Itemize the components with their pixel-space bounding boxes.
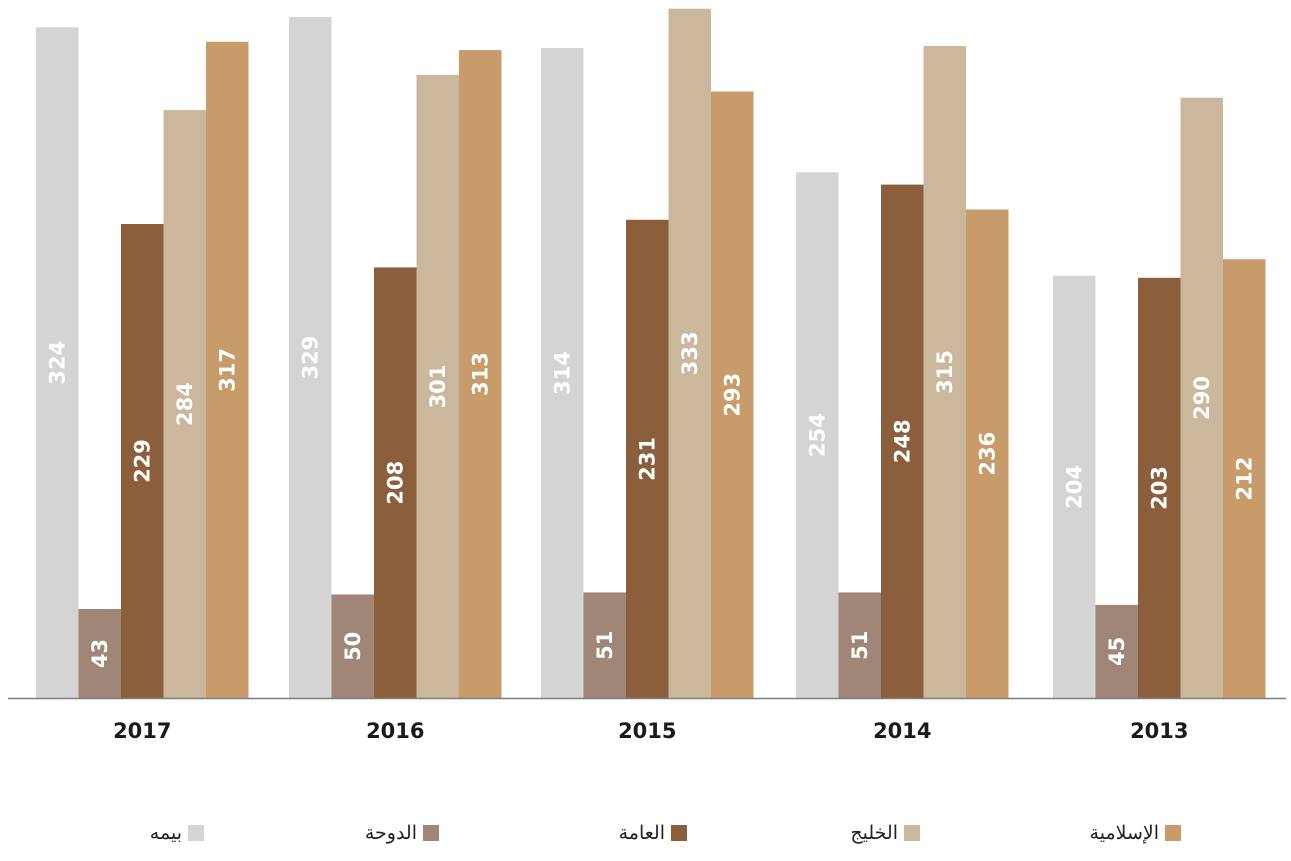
bar-value-label: 212 xyxy=(1232,457,1256,501)
bar-2017-series-0 xyxy=(36,27,79,699)
legend-item: العامة xyxy=(619,818,687,848)
bar-2016-series-0 xyxy=(289,17,332,698)
bar-value-label: 329 xyxy=(298,336,322,380)
bar-value-label: 229 xyxy=(130,439,154,483)
bar-value-label: 203 xyxy=(1147,466,1171,510)
bar-value-label: 293 xyxy=(720,373,744,417)
bar-value-label: 317 xyxy=(215,348,239,392)
bar-2016-series-4 xyxy=(459,50,502,699)
bar-value-label: 204 xyxy=(1062,465,1086,509)
bar-2015-series-0 xyxy=(541,48,584,698)
bar-2017-series-1 xyxy=(78,609,121,698)
bar-2015-series-4 xyxy=(711,91,754,698)
legend-swatch xyxy=(671,825,687,841)
bar-value-label: 45 xyxy=(1105,637,1129,666)
bar-2013-series-2 xyxy=(1138,277,1181,698)
bar-value-label: 43 xyxy=(88,639,112,668)
bar-value-label: 313 xyxy=(468,352,492,396)
x-tick-label: 2014 xyxy=(873,719,931,743)
legend-swatch xyxy=(904,825,920,841)
bar-2016-series-2 xyxy=(374,267,417,698)
bar-2014-series-1 xyxy=(838,592,881,698)
bar-2017-series-2 xyxy=(121,224,164,698)
bar-2016-series-1 xyxy=(331,594,374,698)
legend-label: الدوحة xyxy=(364,822,417,844)
x-tick-label: 2015 xyxy=(618,719,676,743)
bars-layer: 324 43 229 284 317 329 50 208 301 313 314 51 231 333 2… xyxy=(36,8,1266,699)
bar-2017-series-4 xyxy=(206,41,249,699)
bar-2015-series-1 xyxy=(583,592,626,698)
bar-value-label: 290 xyxy=(1190,376,1214,420)
bar-2015-series-3 xyxy=(668,8,711,698)
bar-2013-series-0 xyxy=(1053,275,1096,698)
bar-value-label: 231 xyxy=(635,437,659,481)
bar-value-label: 254 xyxy=(805,413,829,457)
bar-2013-series-4 xyxy=(1223,259,1266,698)
legend-item: بيمه xyxy=(150,818,204,848)
x-tick-label: 2013 xyxy=(1130,719,1188,743)
bar-value-label: 248 xyxy=(890,419,914,463)
x-tick-labels: 2017 2016 2015 2014 2013 xyxy=(113,719,1188,743)
legend-label: الخليج xyxy=(850,822,898,844)
legend-item: الدوحة xyxy=(365,818,439,848)
legend-item: الخليج xyxy=(850,818,920,848)
bar-2015-series-2 xyxy=(626,219,669,699)
legend-label: الإسلامية xyxy=(1089,822,1159,844)
bar-2014-series-0 xyxy=(796,172,839,698)
bar-2017-series-3 xyxy=(163,110,206,699)
bar-2014-series-2 xyxy=(881,184,924,699)
bar-value-label: 284 xyxy=(173,382,197,426)
bar-2016-series-3 xyxy=(416,74,459,698)
bar-value-label: 333 xyxy=(678,331,702,375)
bar-value-label: 51 xyxy=(848,631,872,660)
bar-value-label: 315 xyxy=(933,350,957,394)
legend-label: بيمه xyxy=(149,822,182,844)
legend-swatch xyxy=(1165,825,1181,841)
x-tick-label: 2016 xyxy=(366,719,424,743)
bar-value-label: 301 xyxy=(426,365,450,409)
bar-2013-series-1 xyxy=(1095,604,1138,698)
legend-swatch xyxy=(188,825,204,841)
bar-2013-series-3 xyxy=(1180,97,1223,698)
bar-value-label: 51 xyxy=(593,631,617,660)
bar-2014-series-4 xyxy=(966,209,1009,698)
bar-value-label: 236 xyxy=(975,432,999,476)
bar-value-label: 208 xyxy=(383,461,407,505)
bar-value-label: 50 xyxy=(341,632,365,661)
bar-value-label: 314 xyxy=(550,351,574,395)
legend-item: الإسلامية xyxy=(1090,818,1181,848)
legend: الإسلامية الخليج العامة الدوحة بيمه xyxy=(0,818,1291,848)
x-tick-label: 2017 xyxy=(113,719,171,743)
bar-value-label: 324 xyxy=(45,341,69,385)
bar-2014-series-3 xyxy=(923,46,966,698)
legend-label: العامة xyxy=(618,822,665,844)
legend-swatch xyxy=(423,825,439,841)
